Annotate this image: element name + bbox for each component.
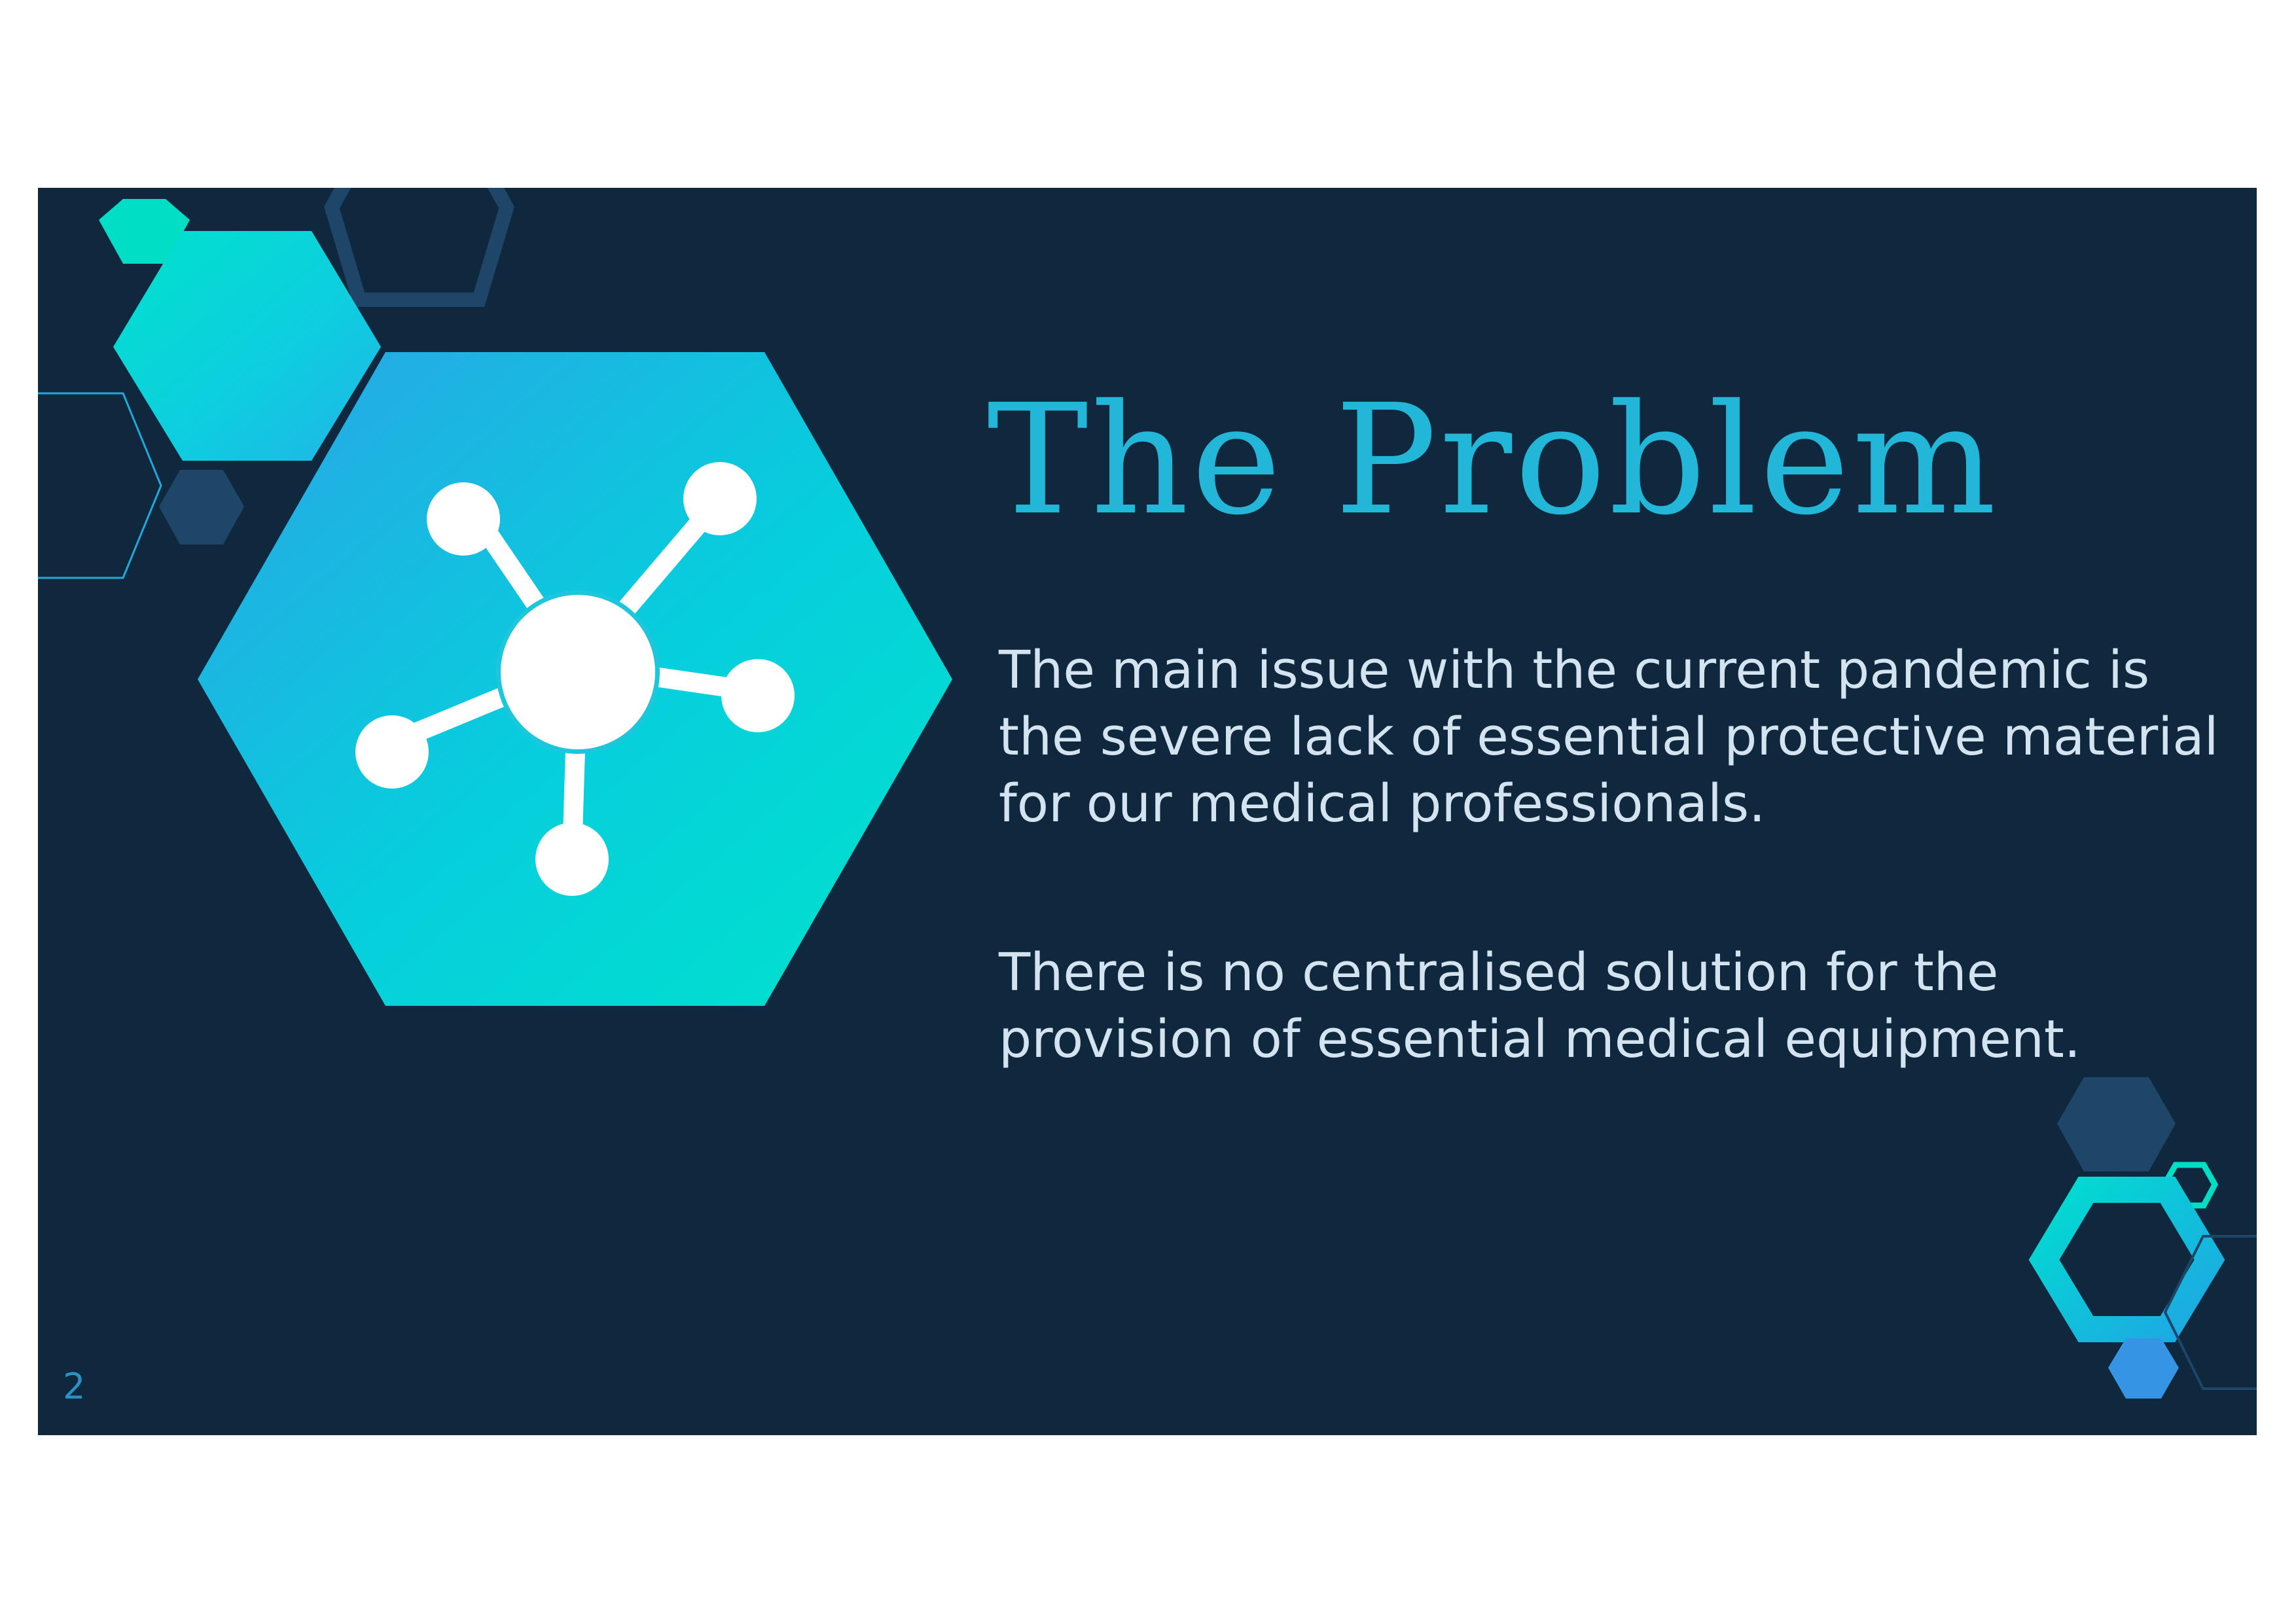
page-number: 2 xyxy=(63,1366,86,1407)
hexagon-small-dark xyxy=(159,470,244,544)
paragraph-main-issue: The main issue with the current pandemic… xyxy=(999,640,2219,834)
slide-title: The Problem xyxy=(987,372,1999,548)
hexagon-decorations xyxy=(38,188,2257,1399)
slide: The Problem The main issue with the curr… xyxy=(38,188,2257,1435)
hexagon-outline-dark xyxy=(324,188,514,307)
hexagon-dark-bottom-right xyxy=(2057,1077,2176,1171)
hexagon-medium-gradient xyxy=(113,231,381,461)
hexagon-small-blue xyxy=(2108,1338,2179,1399)
hexagon-outline-right xyxy=(2163,1235,2257,1390)
network-molecule-icon xyxy=(355,462,795,896)
hexagon-outline-left xyxy=(38,392,162,579)
paragraph-no-solution: There is no centralised solution for the… xyxy=(999,942,2081,1069)
hexagon-ring-gradient xyxy=(2028,1177,2225,1342)
hexagon-small-teal xyxy=(99,199,190,264)
